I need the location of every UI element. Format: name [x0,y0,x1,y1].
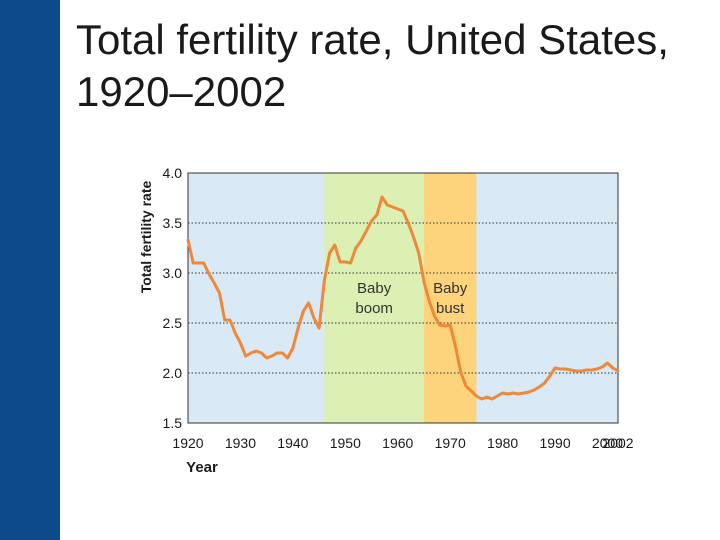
x-tick-label: 2000 [592,435,623,451]
plot-border [187,172,619,424]
region-bust-band [423,173,477,423]
period-regions [324,173,477,423]
slide-accent-bar [0,0,60,540]
region-label-boom-line1: Baby [357,280,392,297]
region-labels: Baby boom Baby bust [355,280,467,317]
y-tick-label: 3.5 [163,215,183,231]
y-tick-labels: 1.5 2.0 2.5 3.0 3.5 4.0 [163,165,183,431]
x-tick-label: 1970 [435,435,466,451]
region-label-boom-line2: boom [355,300,393,317]
y-tick-label: 4.0 [163,165,183,181]
x-tick-label: 2002 [602,435,633,451]
x-tick-label: 1950 [330,435,361,451]
x-axis-label: Year [186,459,218,476]
x-tick-label: 1930 [225,435,256,451]
y-tick-label: 2.0 [163,365,183,381]
fertility-rate-chart: Baby boom Baby bust 1.5 2.0 2.5 3.0 3.5 4.0 1920… [138,165,634,476]
series-line [186,195,620,401]
x-tick-label: 1980 [487,435,518,451]
x-tick-label: 1960 [382,435,413,451]
fertility-rate-line [186,195,620,401]
slide-title: Total fertility rate, United States, 192… [76,16,669,115]
y-tick-label: 1.5 [163,415,183,431]
plot-frame [187,172,619,424]
region-label-bust-line1: Baby [433,280,468,297]
x-tick-label: 1940 [277,435,308,451]
x-tick-label: 1920 [172,435,203,451]
chart-panel: Baby boom Baby bust 1.5 2.0 2.5 3.0 3.5 4.0 1920… [128,150,654,480]
gridlines [188,222,618,374]
y-tick-label: 3.0 [163,265,183,281]
y-axis-label: Total fertility rate [138,181,154,294]
region-boom-band [324,173,424,423]
y-tick-label: 2.5 [163,315,183,331]
region-label-bust-line2: bust [436,300,465,317]
x-tick-label: 1990 [539,435,570,451]
